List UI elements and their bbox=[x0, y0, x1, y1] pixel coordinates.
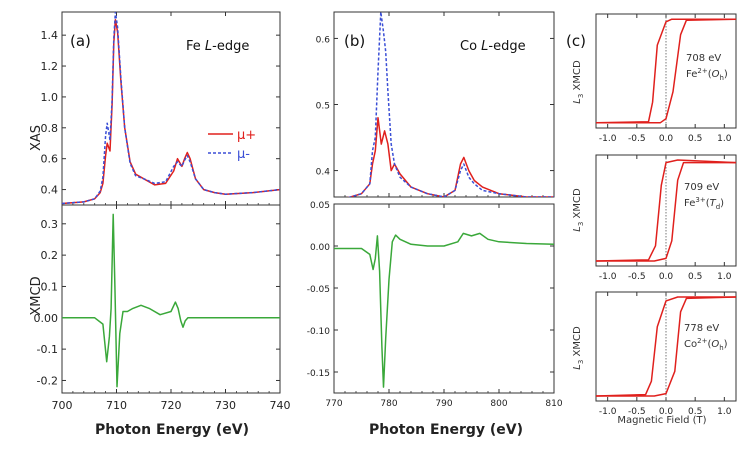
y-tick-label: 0.4 bbox=[41, 184, 59, 197]
y-tick-label: 0.5 bbox=[316, 102, 330, 112]
x-tick-label: -0.5 bbox=[628, 272, 646, 282]
x-tick-label: 770 bbox=[325, 399, 342, 409]
x-tick-label: 710 bbox=[106, 399, 127, 412]
loop-3-annotation: 778 eV Co2+(Oh) bbox=[684, 323, 728, 352]
x-tick-label: 0.5 bbox=[688, 272, 702, 282]
y-tick-label: 0.3 bbox=[41, 218, 59, 231]
panel-a-xas-ylabel: XAS bbox=[29, 125, 44, 151]
x-tick-label: 790 bbox=[435, 399, 452, 409]
series-line-s1 bbox=[596, 161, 736, 262]
x-tick-label: 810 bbox=[545, 399, 562, 409]
panel-a-edge-title: Fe L-edge bbox=[186, 39, 249, 54]
x-tick-label: 700 bbox=[52, 399, 73, 412]
loop-3-ylabel: L3 XMCD bbox=[572, 326, 585, 370]
loop-1-ylabel: L3 XMCD bbox=[572, 60, 585, 104]
y-tick-label: -0.15 bbox=[307, 369, 330, 379]
y-tick-label: 0.1 bbox=[41, 280, 59, 293]
panel-a-tag: (a) bbox=[70, 32, 91, 50]
x-tick-label: 0.5 bbox=[688, 407, 702, 417]
y-tick-label: -0.2 bbox=[37, 374, 58, 387]
loop-3-site: Co2+(Oh) bbox=[684, 337, 728, 352]
panel-a-xmcd-ylabel: XMCD bbox=[29, 276, 44, 315]
panel-b-edge-title: Co L-edge bbox=[460, 39, 526, 54]
panel-b-xlabel: Photon Energy (eV) bbox=[369, 422, 523, 438]
series-line-s0 bbox=[346, 116, 554, 197]
panel-a-xlabel: Photon Energy (eV) bbox=[95, 422, 249, 438]
y-tick-label: 0.00 bbox=[310, 243, 330, 253]
chart-a-bottom: 700 710 720 730 740 -0.2 -0.1 0.00 0.1 0.2 0.3 bbox=[34, 204, 291, 412]
chart-b-bottom: 770 780 790 800 810 -0.15 -0.10 -0.05 0.00 0.05 bbox=[307, 201, 563, 409]
x-tick-label: -0.5 bbox=[628, 134, 646, 144]
y-tick-label: 0.6 bbox=[316, 35, 331, 45]
chart-c-1: -1.0 -0.5 0.0 0.5 1.0 bbox=[595, 13, 737, 144]
series-line-s0 bbox=[62, 213, 280, 388]
chart-c-2: -1.0 -0.5 0.0 0.5 1.0 bbox=[595, 154, 737, 282]
loop-3-energy: 778 eV bbox=[684, 323, 719, 334]
y-tick-label: -0.1 bbox=[37, 343, 58, 356]
series-line-s0 bbox=[596, 296, 736, 397]
y-tick-label: 0.00 bbox=[34, 312, 59, 325]
x-tick-label: -1.0 bbox=[599, 134, 617, 144]
x-tick-label: 720 bbox=[161, 399, 182, 412]
panel-b-tag: (b) bbox=[344, 32, 365, 50]
y-tick-label: 1.4 bbox=[41, 29, 59, 42]
series-line-s1 bbox=[62, 12, 280, 205]
loop-1-annotation: 708 eV Fe2+(Oh) bbox=[686, 53, 728, 82]
x-tick-label: -0.5 bbox=[628, 407, 646, 417]
x-tick-label: 0.0 bbox=[659, 272, 674, 282]
y-tick-label: 0.4 bbox=[316, 168, 331, 178]
loop-1-energy: 708 eV bbox=[686, 53, 721, 64]
plot-frame bbox=[61, 204, 281, 394]
series-line-s0 bbox=[334, 232, 554, 388]
y-tick-label: -0.10 bbox=[307, 327, 331, 337]
y-tick-label: -0.05 bbox=[307, 285, 330, 295]
x-tick-label: 1.0 bbox=[717, 407, 732, 417]
loop-2-energy: 709 eV bbox=[684, 182, 719, 193]
x-tick-label: 0.0 bbox=[659, 407, 674, 417]
plot-layer: 0.4 0.6 0.8 1.0 1.2 1.4 700 710 720 730 740 -0.2 -0.… bbox=[34, 11, 737, 417]
plot-frame bbox=[333, 203, 555, 394]
x-tick-label: 800 bbox=[490, 399, 507, 409]
legend-mu-minus-label: μ- bbox=[237, 147, 250, 162]
series-line-s1 bbox=[596, 18, 736, 124]
panel-c-xlabel: Magnetic Field (T) bbox=[617, 415, 706, 426]
y-tick-label: 0.05 bbox=[310, 201, 330, 211]
y-tick-label: 1.2 bbox=[41, 60, 59, 73]
x-tick-label: 730 bbox=[215, 399, 236, 412]
x-tick-label: -1.0 bbox=[599, 407, 617, 417]
loop-2-ylabel: L3 XMCD bbox=[572, 188, 585, 232]
loop-2-annotation: 709 eV Fe3+(Td) bbox=[684, 182, 724, 211]
series-line-s0 bbox=[596, 159, 736, 262]
x-tick-label: 1.0 bbox=[717, 272, 732, 282]
chart-b-top: 0.4 0.5 0.6 bbox=[316, 11, 555, 198]
x-tick-label: 740 bbox=[270, 399, 291, 412]
x-tick-label: -1.0 bbox=[599, 272, 617, 282]
chart-c-3: -1.0 -0.5 0.0 0.5 1.0 bbox=[595, 291, 737, 417]
series-line-s0 bbox=[596, 18, 736, 124]
legend-mu-plus-label: μ+ bbox=[237, 128, 256, 143]
y-tick-label: 1.0 bbox=[41, 91, 59, 104]
series-line-s1 bbox=[596, 296, 736, 397]
panel-a-legend: μ+ μ- bbox=[208, 128, 256, 162]
x-tick-label: 1.0 bbox=[717, 134, 732, 144]
y-tick-label: 0.6 bbox=[41, 153, 59, 166]
y-tick-label: 0.8 bbox=[41, 122, 59, 135]
panel-c-tag: (c) bbox=[566, 32, 586, 50]
loop-1-site: Fe2+(Oh) bbox=[686, 67, 728, 82]
x-tick-label: 780 bbox=[380, 399, 397, 409]
x-tick-label: 0.5 bbox=[688, 134, 702, 144]
x-tick-label: 0.0 bbox=[659, 134, 674, 144]
y-tick-label: 0.2 bbox=[41, 249, 59, 262]
loop-2-site: Fe3+(Td) bbox=[684, 196, 724, 211]
series-line-s1 bbox=[346, 12, 554, 197]
